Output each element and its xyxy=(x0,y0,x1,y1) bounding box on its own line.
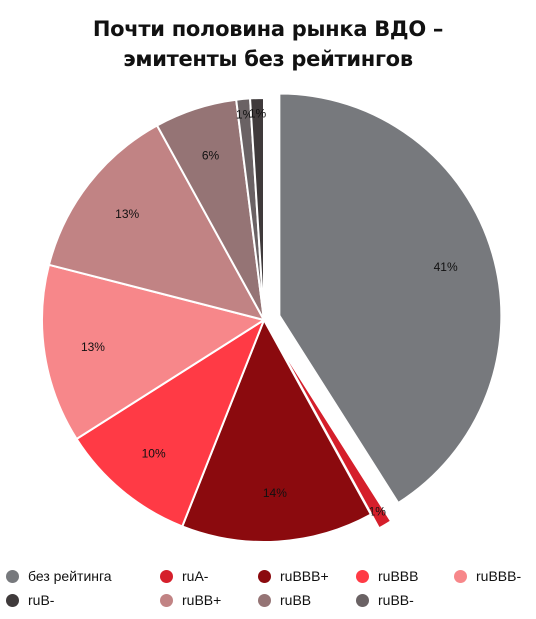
pie-data-label-ruBB: 6% xyxy=(202,148,220,162)
legend-item-ruBBB-: ruBBB- xyxy=(454,568,521,584)
legend-label: ruBB+ xyxy=(182,592,222,608)
legend-item-ruBB-: ruBB- xyxy=(356,592,414,608)
chart-title-line-1: Почти половина рынка ВДО – xyxy=(92,17,444,41)
legend-swatch xyxy=(6,593,19,607)
pie-data-label-без рейтинга: 41% xyxy=(434,260,458,274)
legend-swatch xyxy=(6,569,19,583)
legend-item-без рейтинга: без рейтинга xyxy=(6,568,112,584)
legend-item-ruBBB+: ruBBB+ xyxy=(258,568,329,584)
legend-item-ruBB+: ruBB+ xyxy=(160,592,221,608)
pie-data-label-ruA-: 1% xyxy=(369,504,387,518)
pie-slice-ruBBB xyxy=(75,317,267,528)
legend-swatch xyxy=(356,569,369,583)
pie-chart: 41%1%14%10%13%13%6%1%1% xyxy=(41,92,503,543)
legend-item-ruBB: ruBB xyxy=(258,592,311,608)
chart-legend: без рейтинга ruA-ruBBB+ ruBBB ruBBB-ruB-ruB… xyxy=(0,560,536,619)
legend-label: ruBBB- xyxy=(476,568,522,584)
pie-slice-ruA- xyxy=(271,333,393,530)
pie-data-label-ruB-: 1% xyxy=(249,107,267,121)
legend-swatch xyxy=(356,593,369,607)
legend-item-ruA-: ruA- xyxy=(160,568,208,584)
pie-slice-ruBBB+ xyxy=(180,317,373,543)
legend-swatch xyxy=(454,569,467,583)
chart-title: Почти половина рынка ВДО – эмитенты без … xyxy=(0,14,536,74)
pie-data-label-ruBBB+: 14% xyxy=(263,486,287,500)
legend-label: ruBB- xyxy=(378,592,414,608)
legend-swatch xyxy=(258,593,271,607)
legend-swatch xyxy=(160,593,173,607)
legend-item-ruBBB: ruBBB xyxy=(356,568,418,584)
legend-swatch xyxy=(160,569,173,583)
legend-swatch xyxy=(258,569,271,583)
legend-label: ruBBB xyxy=(378,568,419,584)
legend-label: ruB- xyxy=(28,592,55,608)
pie-slice-ruBBB- xyxy=(41,263,267,441)
pie-slice-ruB- xyxy=(249,96,265,321)
legend-label: ruBB xyxy=(280,592,312,608)
pie-slice-без рейтинга xyxy=(278,92,503,505)
pie-data-label-ruBBB: 10% xyxy=(142,446,166,460)
legend-label: ruBBB+ xyxy=(280,568,329,584)
legend-label: без рейтинга xyxy=(28,568,112,584)
pie-data-label-ruBB+: 13% xyxy=(115,207,139,221)
chart-title-line-2: эмитенты без рейтингов xyxy=(123,47,413,71)
pie-data-label-ruBBB-: 13% xyxy=(81,340,105,354)
pie-slice-ruBB+ xyxy=(47,124,266,322)
legend-item-ruB-: ruB- xyxy=(6,592,54,608)
pie-data-label-ruBB-: 1% xyxy=(236,107,254,121)
legend-label: ruA- xyxy=(182,568,209,584)
